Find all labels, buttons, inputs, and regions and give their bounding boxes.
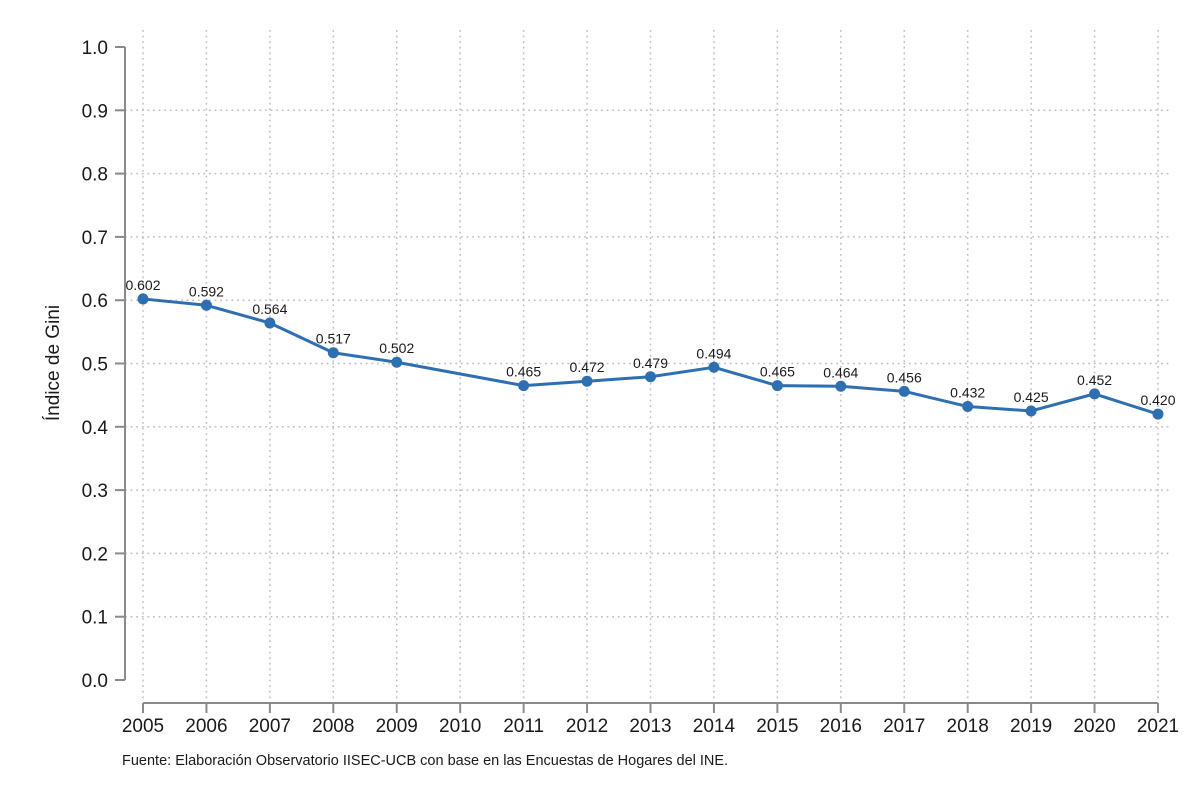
data-label-2011: 0.465 bbox=[506, 364, 541, 380]
data-label-2005: 0.602 bbox=[125, 277, 160, 293]
data-point-2007 bbox=[264, 317, 276, 329]
data-label-2016: 0.464 bbox=[823, 364, 858, 380]
x-tick-label-2010: 2010 bbox=[439, 716, 481, 737]
data-label-2017: 0.456 bbox=[887, 369, 922, 385]
data-label-2012: 0.472 bbox=[570, 359, 605, 375]
data-point-2012 bbox=[581, 375, 593, 387]
data-point-2017 bbox=[898, 385, 910, 397]
y-axis-title: Índice de Gini bbox=[43, 305, 64, 421]
data-point-2018 bbox=[962, 401, 974, 413]
y-tick-label-0.2: 0.2 bbox=[82, 544, 108, 565]
data-label-2018: 0.432 bbox=[950, 385, 985, 401]
data-label-2021: 0.420 bbox=[1140, 392, 1175, 408]
data-point-2008 bbox=[327, 347, 339, 359]
data-label-2019: 0.425 bbox=[1014, 389, 1049, 405]
data-point-2021 bbox=[1152, 408, 1164, 420]
data-point-2013 bbox=[645, 371, 656, 383]
horizontal-gridlines bbox=[125, 109, 1172, 618]
axes: 0.0 0.1 0.2 0.3 0.4 0.5 0.6 0.7 0.8 0.9 1.0 2005 200… bbox=[82, 38, 1180, 737]
x-tick-label-2008: 2008 bbox=[312, 716, 354, 737]
y-tick-label-1.0: 1.0 bbox=[82, 38, 108, 59]
x-tick-label-2020: 2020 bbox=[1073, 716, 1115, 737]
data-label-2006: 0.592 bbox=[189, 283, 224, 299]
y-tick-label-0.3: 0.3 bbox=[82, 481, 108, 502]
series-line-gini bbox=[141, 297, 1160, 416]
data-point-2014 bbox=[708, 361, 720, 373]
x-tick-label-2017: 2017 bbox=[883, 716, 925, 737]
x-tick-label-2012: 2012 bbox=[566, 716, 608, 737]
x-tick-label-2015: 2015 bbox=[756, 716, 798, 737]
y-tick-label-0.4: 0.4 bbox=[82, 418, 109, 439]
x-tick-label-2005: 2005 bbox=[122, 716, 164, 737]
x-tick-label-2011: 2011 bbox=[503, 716, 544, 737]
source-note: Fuente: Elaboración Observatorio IISEC-U… bbox=[122, 753, 728, 769]
data-point-2016 bbox=[835, 380, 847, 392]
x-tick-label-2009: 2009 bbox=[376, 716, 418, 737]
data-label-2015: 0.465 bbox=[760, 364, 795, 380]
y-tick-label-0.7: 0.7 bbox=[82, 228, 108, 249]
y-tick-label-0.9: 0.9 bbox=[82, 101, 108, 122]
data-label-2008: 0.517 bbox=[316, 331, 351, 347]
data-label-2009: 0.502 bbox=[379, 340, 414, 356]
x-tick-label-2006: 2006 bbox=[185, 716, 227, 737]
y-tick-label-0.1: 0.1 bbox=[82, 608, 108, 629]
x-tick-label-2007: 2007 bbox=[249, 716, 291, 737]
data-label-2020: 0.452 bbox=[1077, 372, 1112, 388]
y-tick-label-0.6: 0.6 bbox=[82, 291, 108, 312]
y-tick-label-0.8: 0.8 bbox=[82, 165, 108, 186]
data-point-2011 bbox=[518, 380, 530, 392]
y-tick-label-0.0: 0.0 bbox=[82, 671, 108, 692]
x-tick-label-2013: 2013 bbox=[629, 716, 671, 737]
data-point-2006 bbox=[200, 299, 212, 311]
y-tick-label-0.5: 0.5 bbox=[82, 355, 108, 376]
data-point-2020 bbox=[1089, 388, 1101, 400]
x-tick-label-2019: 2019 bbox=[1010, 716, 1052, 737]
data-label-2014: 0.494 bbox=[696, 345, 731, 361]
data-point-2009 bbox=[391, 356, 403, 368]
data-label-2013: 0.479 bbox=[633, 355, 668, 371]
data-point-labels: 0.602 0.592 0.564 0.517 0.502 0.465 0.472 0.479… bbox=[125, 277, 1175, 408]
data-label-2007: 0.564 bbox=[252, 301, 287, 317]
data-point-2019 bbox=[1025, 405, 1037, 417]
x-tick-label-2014: 2014 bbox=[693, 716, 736, 737]
data-series bbox=[137, 293, 1164, 420]
x-tick-label-2021: 2021 bbox=[1137, 716, 1179, 737]
x-tick-label-2016: 2016 bbox=[820, 716, 862, 737]
data-point-2005 bbox=[137, 293, 149, 305]
data-point-2015 bbox=[771, 380, 783, 392]
x-tick-label-2018: 2018 bbox=[947, 716, 989, 737]
